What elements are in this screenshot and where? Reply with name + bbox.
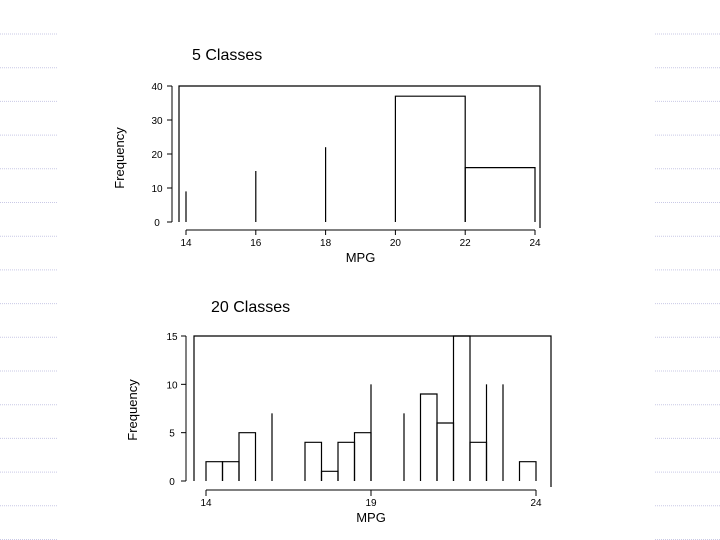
x-tick-label: 24	[529, 238, 541, 249]
y-tick-label: 10	[151, 184, 163, 195]
histogram-bar	[353, 432, 372, 481]
histogram-bar	[464, 167, 536, 222]
x-axis-label: MPG	[356, 510, 386, 525]
x-tick-label: 20	[390, 238, 402, 249]
x-tick-label: 22	[460, 238, 472, 249]
y-axis-label: Frequency	[112, 127, 127, 189]
histogram-bar	[452, 335, 471, 481]
x-tick-label: 18	[320, 238, 332, 249]
histogram-bar	[518, 461, 537, 481]
y-tick-label: 15	[166, 332, 178, 343]
histogram-bar	[469, 441, 488, 481]
y-tick-label: 40	[151, 82, 163, 93]
histogram-bar	[394, 95, 466, 222]
histogram-bar	[205, 461, 224, 481]
histogram-bar	[304, 441, 323, 481]
y-tick-label: 20	[151, 150, 163, 161]
histogram-bar	[320, 470, 339, 481]
y-axis-label: Frequency	[125, 379, 140, 441]
histogram-bar	[436, 422, 455, 481]
histogram-bar	[238, 432, 257, 481]
histogram-bar	[337, 441, 356, 481]
histogram-bar	[419, 393, 438, 481]
plot-frame	[178, 85, 541, 228]
x-tick-label: 24	[530, 498, 542, 509]
y-tick-label: 0	[169, 477, 175, 488]
x-tick-label: 14	[180, 238, 192, 249]
y-tick-label: 30	[151, 116, 163, 127]
x-tick-label: 14	[200, 498, 212, 509]
chart-title-5-classes: 5 Classes	[192, 47, 263, 64]
chart-title-20-classes: 20 Classes	[211, 299, 291, 316]
x-tick-label: 16	[250, 238, 262, 249]
x-tick-label: 19	[365, 498, 377, 509]
x-axis-label: MPG	[346, 250, 376, 265]
plot-frame	[193, 335, 552, 487]
y-tick-label: 10	[166, 380, 178, 391]
y-tick-label: 0	[154, 218, 160, 229]
histogram-bar	[221, 461, 240, 481]
y-tick-label: 5	[169, 429, 175, 440]
